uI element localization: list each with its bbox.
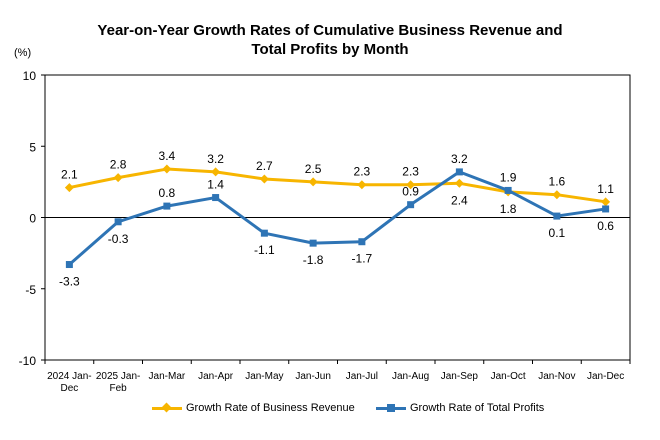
profits-point [309,239,317,247]
x-tick-label: Jan-Sep [441,371,479,382]
y-tick-label: 10 [23,69,37,83]
x-tick-label-line2: Dec [60,383,78,394]
profits-data-label: -3.3 [59,275,80,289]
profits-data-label: 1.9 [500,170,517,184]
profits-data-label: -0.3 [108,232,129,246]
x-tick-label-line2: Feb [110,383,128,394]
profits-data-label: 0.9 [402,185,419,199]
revenue-point [64,183,74,193]
profits-point [504,186,512,194]
profits-point [602,205,610,213]
profits-data-label: -1.8 [303,253,324,267]
y-tick-label: 0 [29,212,36,226]
revenue-data-label: 2.3 [402,165,419,179]
revenue-point [552,190,562,200]
legend-item-revenue: Growth Rate of Business Revenue [152,402,355,414]
x-tick-label: Jan-Apr [198,371,234,382]
x-tick-label: 2025 Jan- [96,371,140,382]
series-line-revenue [69,167,606,204]
profits-point [260,229,268,237]
x-tick-label: Jan-May [245,371,283,382]
profits-point [65,261,73,269]
revenue-data-label: 3.2 [207,152,224,166]
revenue-data-label: 1.6 [549,175,566,189]
profits-data-label: 3.2 [451,152,468,166]
profits-data-label: 0.1 [549,226,566,240]
diamond-marker-icon [161,402,172,413]
profits-point [163,202,171,210]
y-axis-unit-label: (%) [14,47,31,59]
revenue-data-label: 1.8 [500,202,517,216]
legend-item-profits: Growth Rate of Total Profits [376,402,544,414]
chart-title: Year-on-Year Growth Rates of Cumulative … [0,21,660,59]
y-tick-label: -10 [19,354,37,368]
profits-point [358,238,366,246]
profits-data-label: 1.4 [207,178,224,192]
revenue-point [454,178,464,188]
square-marker-icon [387,404,395,412]
legend-swatch-revenue [152,402,182,414]
legend-label-profits: Growth Rate of Total Profits [410,402,545,414]
x-tick-label: Jan-Jun [295,371,331,382]
legend-swatch-profits [376,402,406,414]
profits-data-label: -1.1 [254,243,275,257]
series-group: 2.1 2.8 3.4 3.2 2.7 2.5 2.3 2.3 2.4 1.8 1.6 1.1 -3.3… [59,149,614,288]
axes: (%) 10 5 0 -5 -10 2024 Jan-Dec 2025 Jan-Feb Jan-… [14,47,631,394]
series-line-profits [68,170,606,266]
revenue-point [406,180,416,190]
revenue-data-label: 2.4 [451,193,468,207]
revenue-point [113,173,123,183]
revenue-point [259,174,269,184]
revenue-point [211,167,221,177]
x-tick-label: Jan-Nov [538,371,575,382]
revenue-data-label: 2.8 [110,158,127,172]
revenue-data-label: 3.4 [159,149,176,163]
legend-label-revenue: Growth Rate of Business Revenue [186,402,355,414]
revenue-point [162,164,172,174]
x-tick-label: Jan-Oct [491,371,526,382]
x-tick-label: 2024 Jan- [47,371,91,382]
profits-data-label: 0.8 [159,186,176,200]
x-tick-label: Jan-Jul [346,371,378,382]
revenue-point [357,180,367,190]
revenue-point [601,197,611,207]
profits-point [212,194,220,202]
profits-point [407,201,415,209]
y-tick-label: 5 [29,140,36,154]
revenue-data-label: 2.3 [354,165,371,179]
revenue-data-label: 1.1 [597,182,614,196]
chart-title-line-1: Year-on-Year Growth Rates of Cumulative … [97,22,563,39]
profits-point [455,168,463,176]
profits-point [553,212,561,220]
x-tick-label: Jan-Aug [392,371,429,382]
revenue-data-label: 2.1 [61,168,78,182]
profits-data-label: -1.7 [352,252,373,266]
chart-title-line-2: Total Profits by Month [251,41,409,58]
profits-data-label: 0.6 [597,219,614,233]
y-tick-label: -5 [25,283,36,297]
x-tick-label: Jan-Dec [587,371,624,382]
revenue-data-label: 2.7 [256,159,273,173]
revenue-data-label: 2.5 [305,162,322,176]
profits-point [114,218,122,226]
x-tick-label: Jan-Mar [149,371,186,382]
revenue-point [308,177,318,187]
